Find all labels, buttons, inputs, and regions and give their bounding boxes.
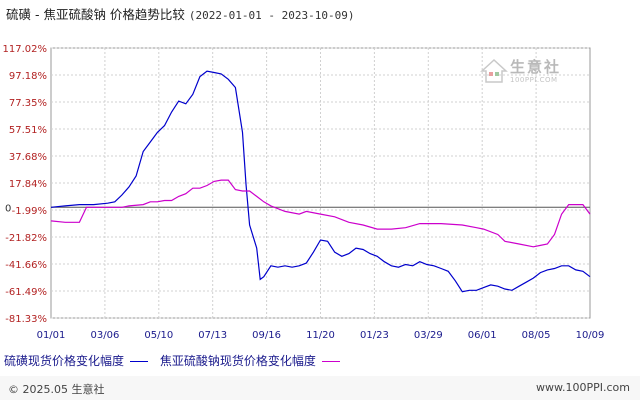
legend-swatch-series1	[130, 361, 149, 362]
watermark: 生意社 100PPI.COM	[480, 58, 580, 90]
chart-title-text: 硫磺 - 焦亚硫酸钠 价格趋势比较	[6, 7, 185, 22]
x-tick-label: 09/16	[252, 330, 281, 341]
x-tick-label: 01/23	[360, 330, 389, 341]
legend-label-series1: 硫磺现货价格变化幅度	[4, 354, 125, 368]
y-tick-label: 17.84%	[9, 179, 47, 190]
series-line-2	[50, 179, 591, 248]
y-tick-label: -21.82%	[5, 233, 47, 244]
chart-area: 117.02% 97.18% 77.35% 57.51% 37.68% 17.84% -1.…	[3, 44, 605, 341]
series-line-1	[50, 70, 591, 293]
x-tick-label: 06/01	[468, 330, 497, 341]
legend-label-series2: 焦亚硫酸钠现货价格变化幅度	[159, 354, 316, 368]
zero-label: 0	[5, 203, 11, 214]
legend-item-series2: 焦亚硫酸钠现货价格变化幅度	[160, 352, 340, 369]
footer: © 2025.05 生意社 www.100PPI.com	[0, 376, 640, 400]
y-tick-label: 77.35%	[9, 98, 47, 109]
legend-item-series1: 硫磺现货价格变化幅度	[4, 352, 149, 369]
footer-site-link[interactable]: www.100PPI.com	[536, 381, 630, 394]
footer-copyright: © 2025.05 生意社	[8, 383, 105, 396]
x-tick-label: 10/09	[576, 330, 605, 341]
y-tick-label: -41.66%	[5, 260, 47, 271]
y-tick-label: 117.02%	[3, 44, 48, 55]
watermark-text: 生意社	[510, 58, 562, 76]
x-tick-label: 11/20	[306, 330, 335, 341]
y-tick-label: -81.33%	[5, 314, 47, 325]
x-tick-label: 03/29	[414, 330, 443, 341]
legend-swatch-series2	[321, 361, 340, 362]
x-tick-label: 01/01	[37, 330, 66, 341]
y-tick-label: -61.49%	[5, 287, 47, 298]
y-tick-label: 37.68%	[9, 152, 47, 163]
x-tick-label: 03/06	[90, 330, 119, 341]
chart-title: 硫磺 - 焦亚硫酸钠 价格趋势比较 (2022-01-01 - 2023-10-…	[6, 4, 355, 23]
x-tick-label: 05/10	[144, 330, 173, 341]
house-logo-icon	[480, 58, 508, 83]
legend: 硫磺现货价格变化幅度 焦亚硫酸钠现货价格变化幅度	[4, 352, 348, 369]
watermark-url: 100PPI.COM	[510, 76, 558, 84]
y-tick-label: 97.18%	[9, 71, 47, 82]
x-tick-label: 07/13	[198, 330, 227, 341]
y-tick-label: -1.99%	[12, 206, 47, 217]
x-tick-label: 08/05	[522, 330, 551, 341]
chart-date-range: (2022-01-01 - 2023-10-09)	[188, 9, 355, 22]
y-tick-label: 57.51%	[9, 125, 47, 136]
